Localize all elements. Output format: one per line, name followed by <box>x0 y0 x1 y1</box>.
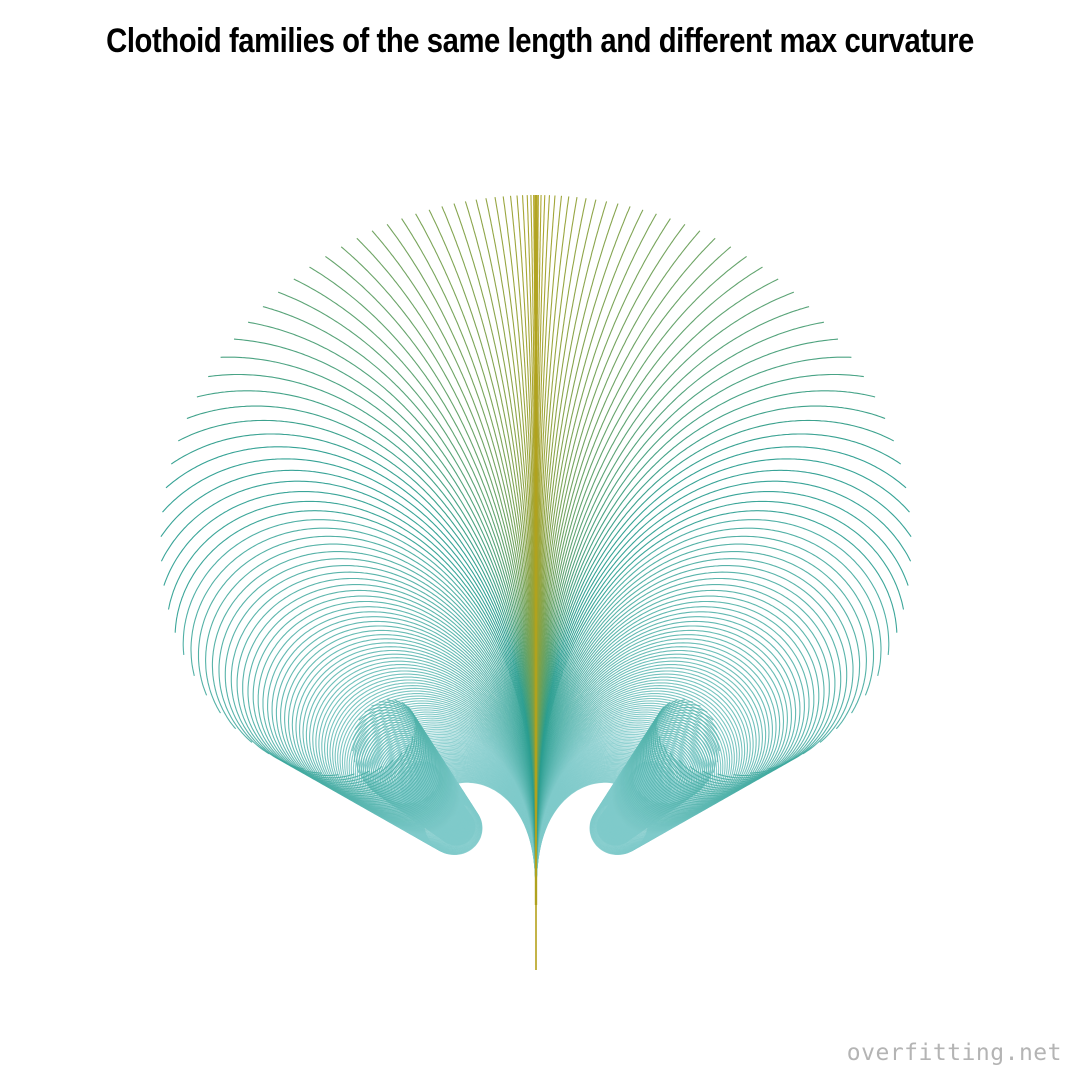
clothoid-family-right <box>534 194 912 905</box>
watermark: overfitting.net <box>846 1040 1062 1066</box>
page-title: Clothoid families of the same length and… <box>106 22 974 60</box>
clothoid-curve <box>534 195 538 905</box>
clothoid-family-left <box>160 194 538 905</box>
